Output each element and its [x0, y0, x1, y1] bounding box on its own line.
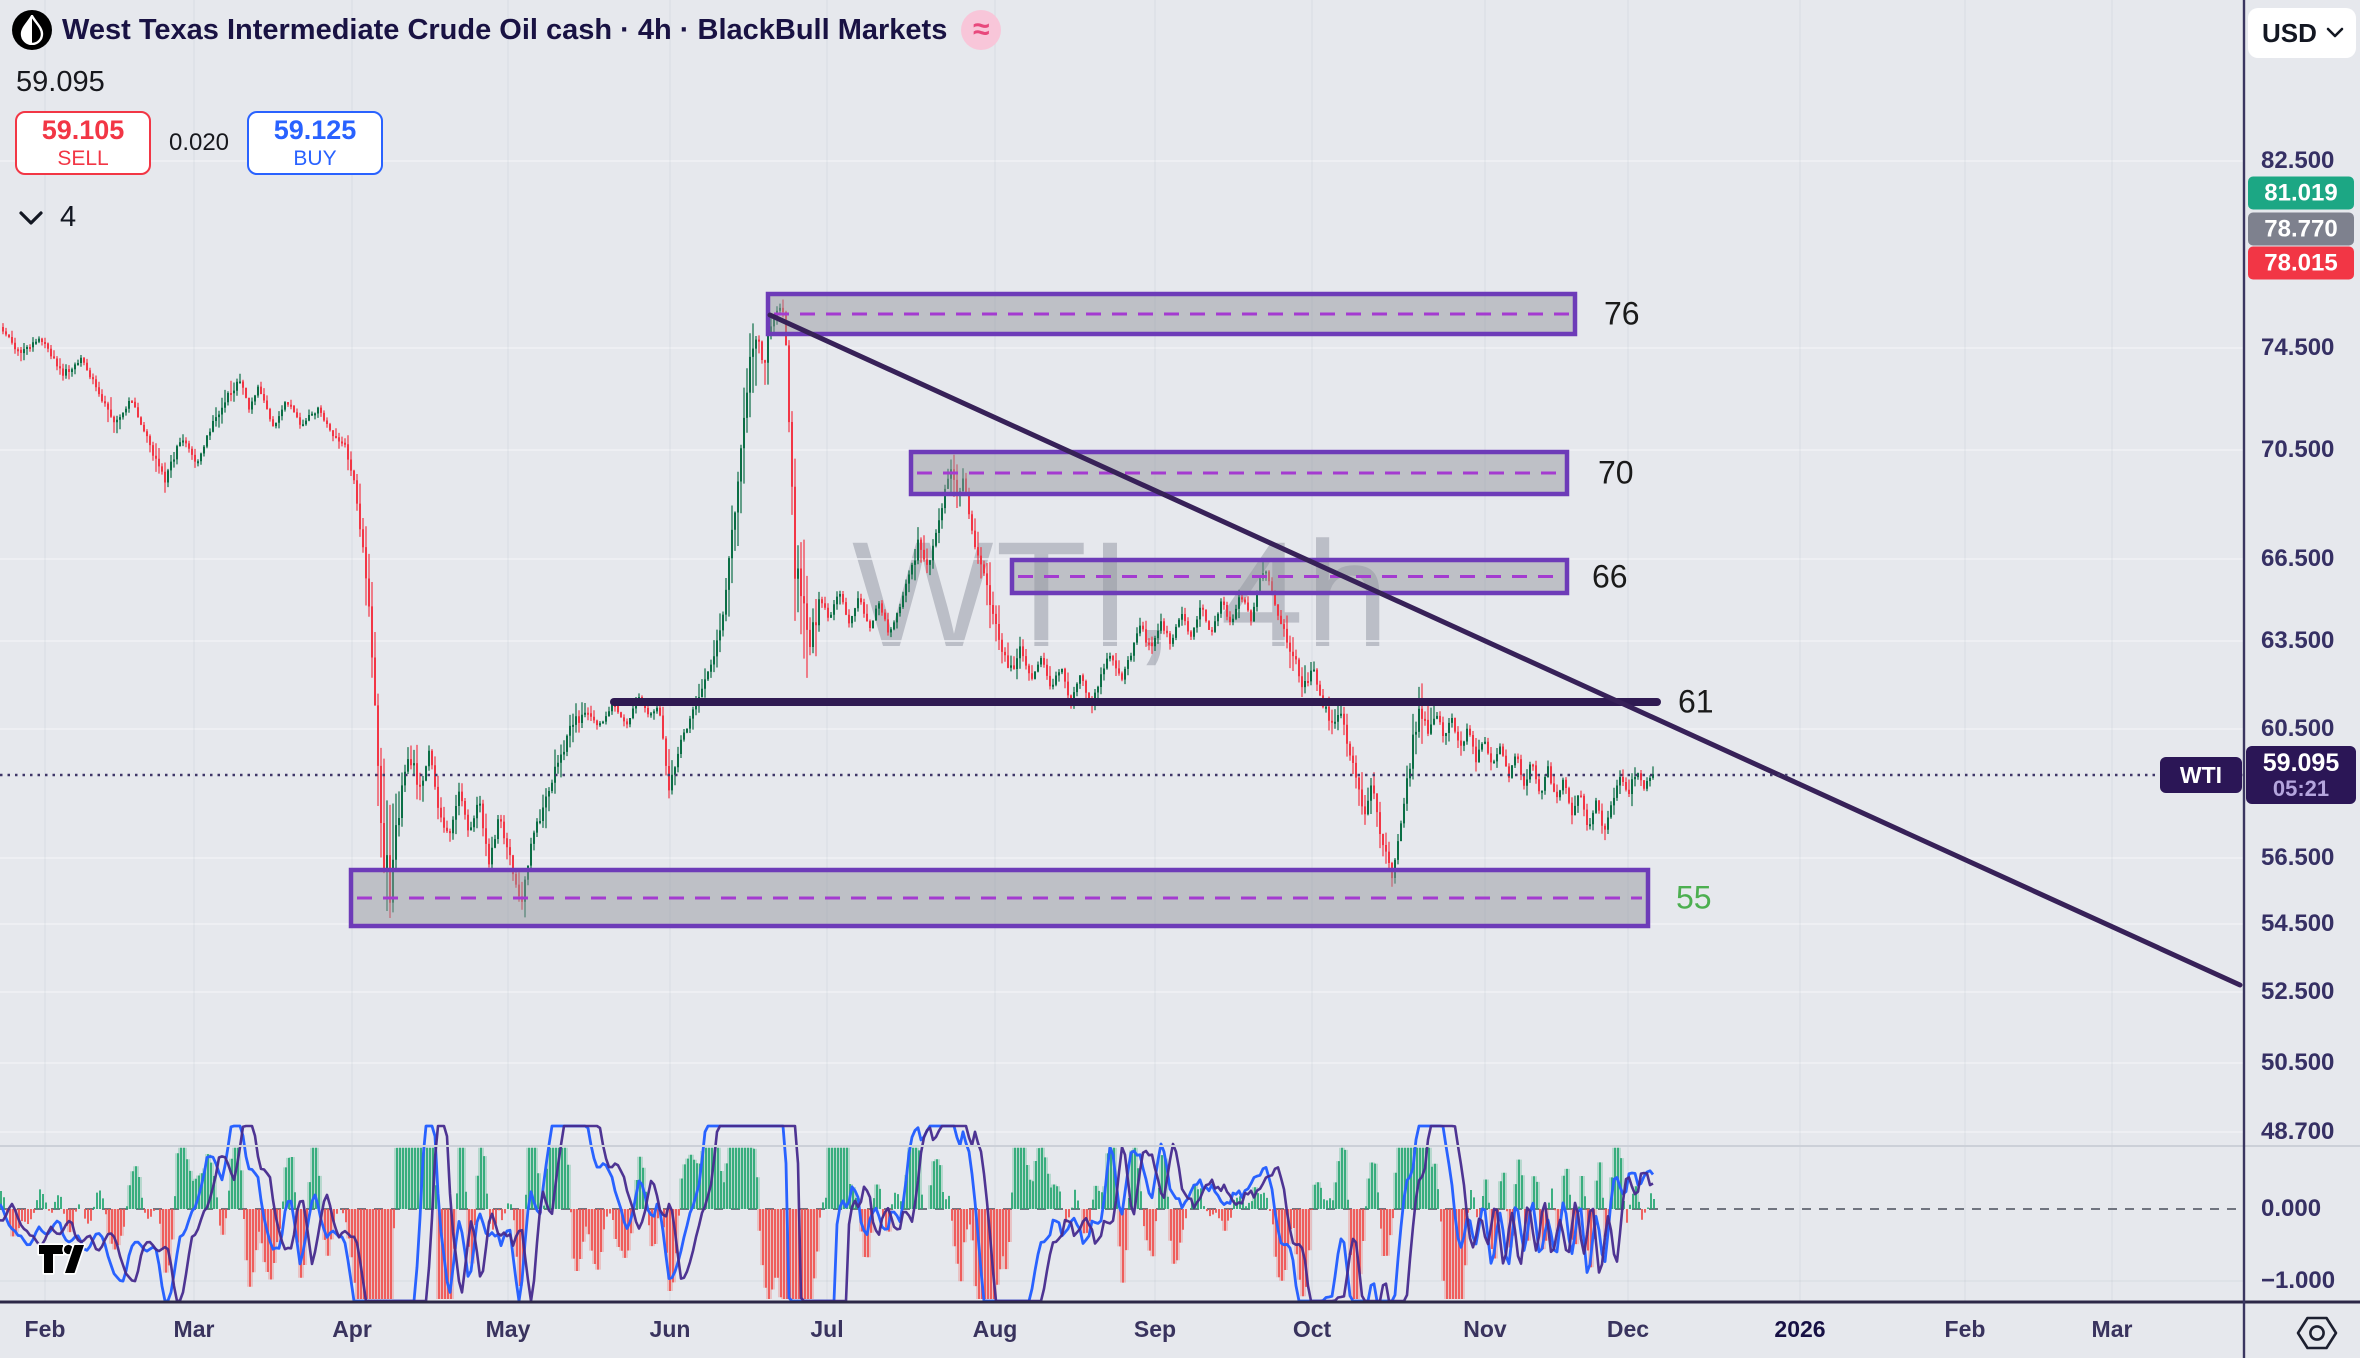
zone-price-label: 66	[1592, 558, 1628, 594]
price-tick: 52.500	[2261, 978, 2335, 1005]
descending-trendline[interactable]	[767, 312, 2243, 988]
price-tick: 60.500	[2261, 715, 2335, 742]
price-tick: 74.500	[2261, 334, 2335, 361]
price-tick: 54.500	[2261, 910, 2335, 937]
price-tick: 0.000	[2261, 1195, 2322, 1222]
buy-button[interactable]: 59.125 BUY	[247, 111, 383, 175]
tradingview-logo[interactable]	[36, 1238, 88, 1283]
price-tick: −1.000	[2261, 1267, 2336, 1294]
currency-selector[interactable]: USD	[2248, 8, 2356, 58]
chart-legend: West Texas Intermediate Crude Oil cash ·…	[12, 8, 1002, 234]
time-tick: Mar	[173, 1316, 215, 1342]
oil-drop-icon	[12, 10, 52, 50]
chevron-down-icon	[19, 210, 43, 225]
oscillator-hist-up	[0, 1147, 1655, 1209]
time-tick: Aug	[972, 1316, 1018, 1342]
sell-label: SELL	[57, 147, 109, 171]
zone-price-label: 55	[1676, 879, 1712, 916]
time-tick: Feb	[1944, 1316, 1986, 1342]
spread-value: 0.020	[168, 129, 230, 156]
hline-price-label: 61	[1678, 683, 1714, 720]
price-tick: 66.500	[2261, 545, 2335, 572]
buy-price: 59.125	[273, 114, 357, 145]
zone-price-label: 76	[1604, 295, 1640, 332]
time-tick: Nov	[1463, 1316, 1507, 1342]
sell-price: 59.105	[41, 114, 125, 145]
bar-countdown: 05:21	[2272, 775, 2330, 801]
time-tick: Dec	[1606, 1316, 1650, 1342]
price-marker-badge: 78.015	[2248, 246, 2354, 280]
oscillator-hist-shade-down	[10, 1209, 1609, 1299]
currency-label: USD	[2262, 17, 2317, 48]
delayed-data-icon[interactable]: ≈	[961, 10, 1002, 50]
time-tick: Oct	[1292, 1316, 1332, 1342]
time-tick: May	[485, 1316, 531, 1342]
settings-icon[interactable]	[2294, 1310, 2340, 1358]
symbol-title[interactable]: West Texas Intermediate Crude Oil cash ·…	[62, 13, 948, 46]
last-price-badge: 59.095 05:21	[2246, 746, 2356, 804]
sell-button[interactable]: 59.105 SELL	[15, 111, 151, 175]
time-tick: Sep	[1133, 1316, 1177, 1342]
candle-wicks-up	[23, 303, 1654, 918]
last-price-symbol-chip: WTI	[2160, 757, 2242, 793]
price-tick: 56.500	[2261, 844, 2335, 871]
price-tick: 63.500	[2261, 627, 2335, 654]
legend-last-price: 59.095	[16, 66, 105, 98]
chevron-down-icon	[2326, 27, 2344, 38]
price-tick: 70.500	[2261, 436, 2335, 463]
price-tick: 50.500	[2261, 1049, 2335, 1076]
time-tick: Jul	[810, 1316, 844, 1342]
candle-bodies-down	[2, 307, 1645, 903]
time-tick: 2026	[1774, 1316, 1826, 1342]
last-price-value: 59.095	[2262, 749, 2340, 778]
oscillator-hist-shade-up	[127, 1147, 1639, 1209]
buy-label: BUY	[293, 147, 337, 171]
zone-price-label: 70	[1598, 454, 1634, 491]
time-tick: Apr	[332, 1316, 372, 1342]
price-tick: 82.500	[2261, 147, 2335, 174]
price-marker-badge: 78.770	[2248, 212, 2354, 246]
oscillator-hist-down	[6, 1209, 1646, 1299]
candle-wicks-down	[2, 299, 1645, 918]
object-tree-count: 4	[60, 201, 77, 233]
time-tick: Mar	[2091, 1316, 2133, 1342]
price-tick: 48.700	[2261, 1118, 2335, 1145]
object-tree-toggle[interactable]: 4	[18, 201, 1001, 234]
time-tick: Jun	[649, 1316, 691, 1342]
price-marker-badge: 81.019	[2248, 176, 2354, 210]
time-tick: Feb	[24, 1316, 66, 1342]
